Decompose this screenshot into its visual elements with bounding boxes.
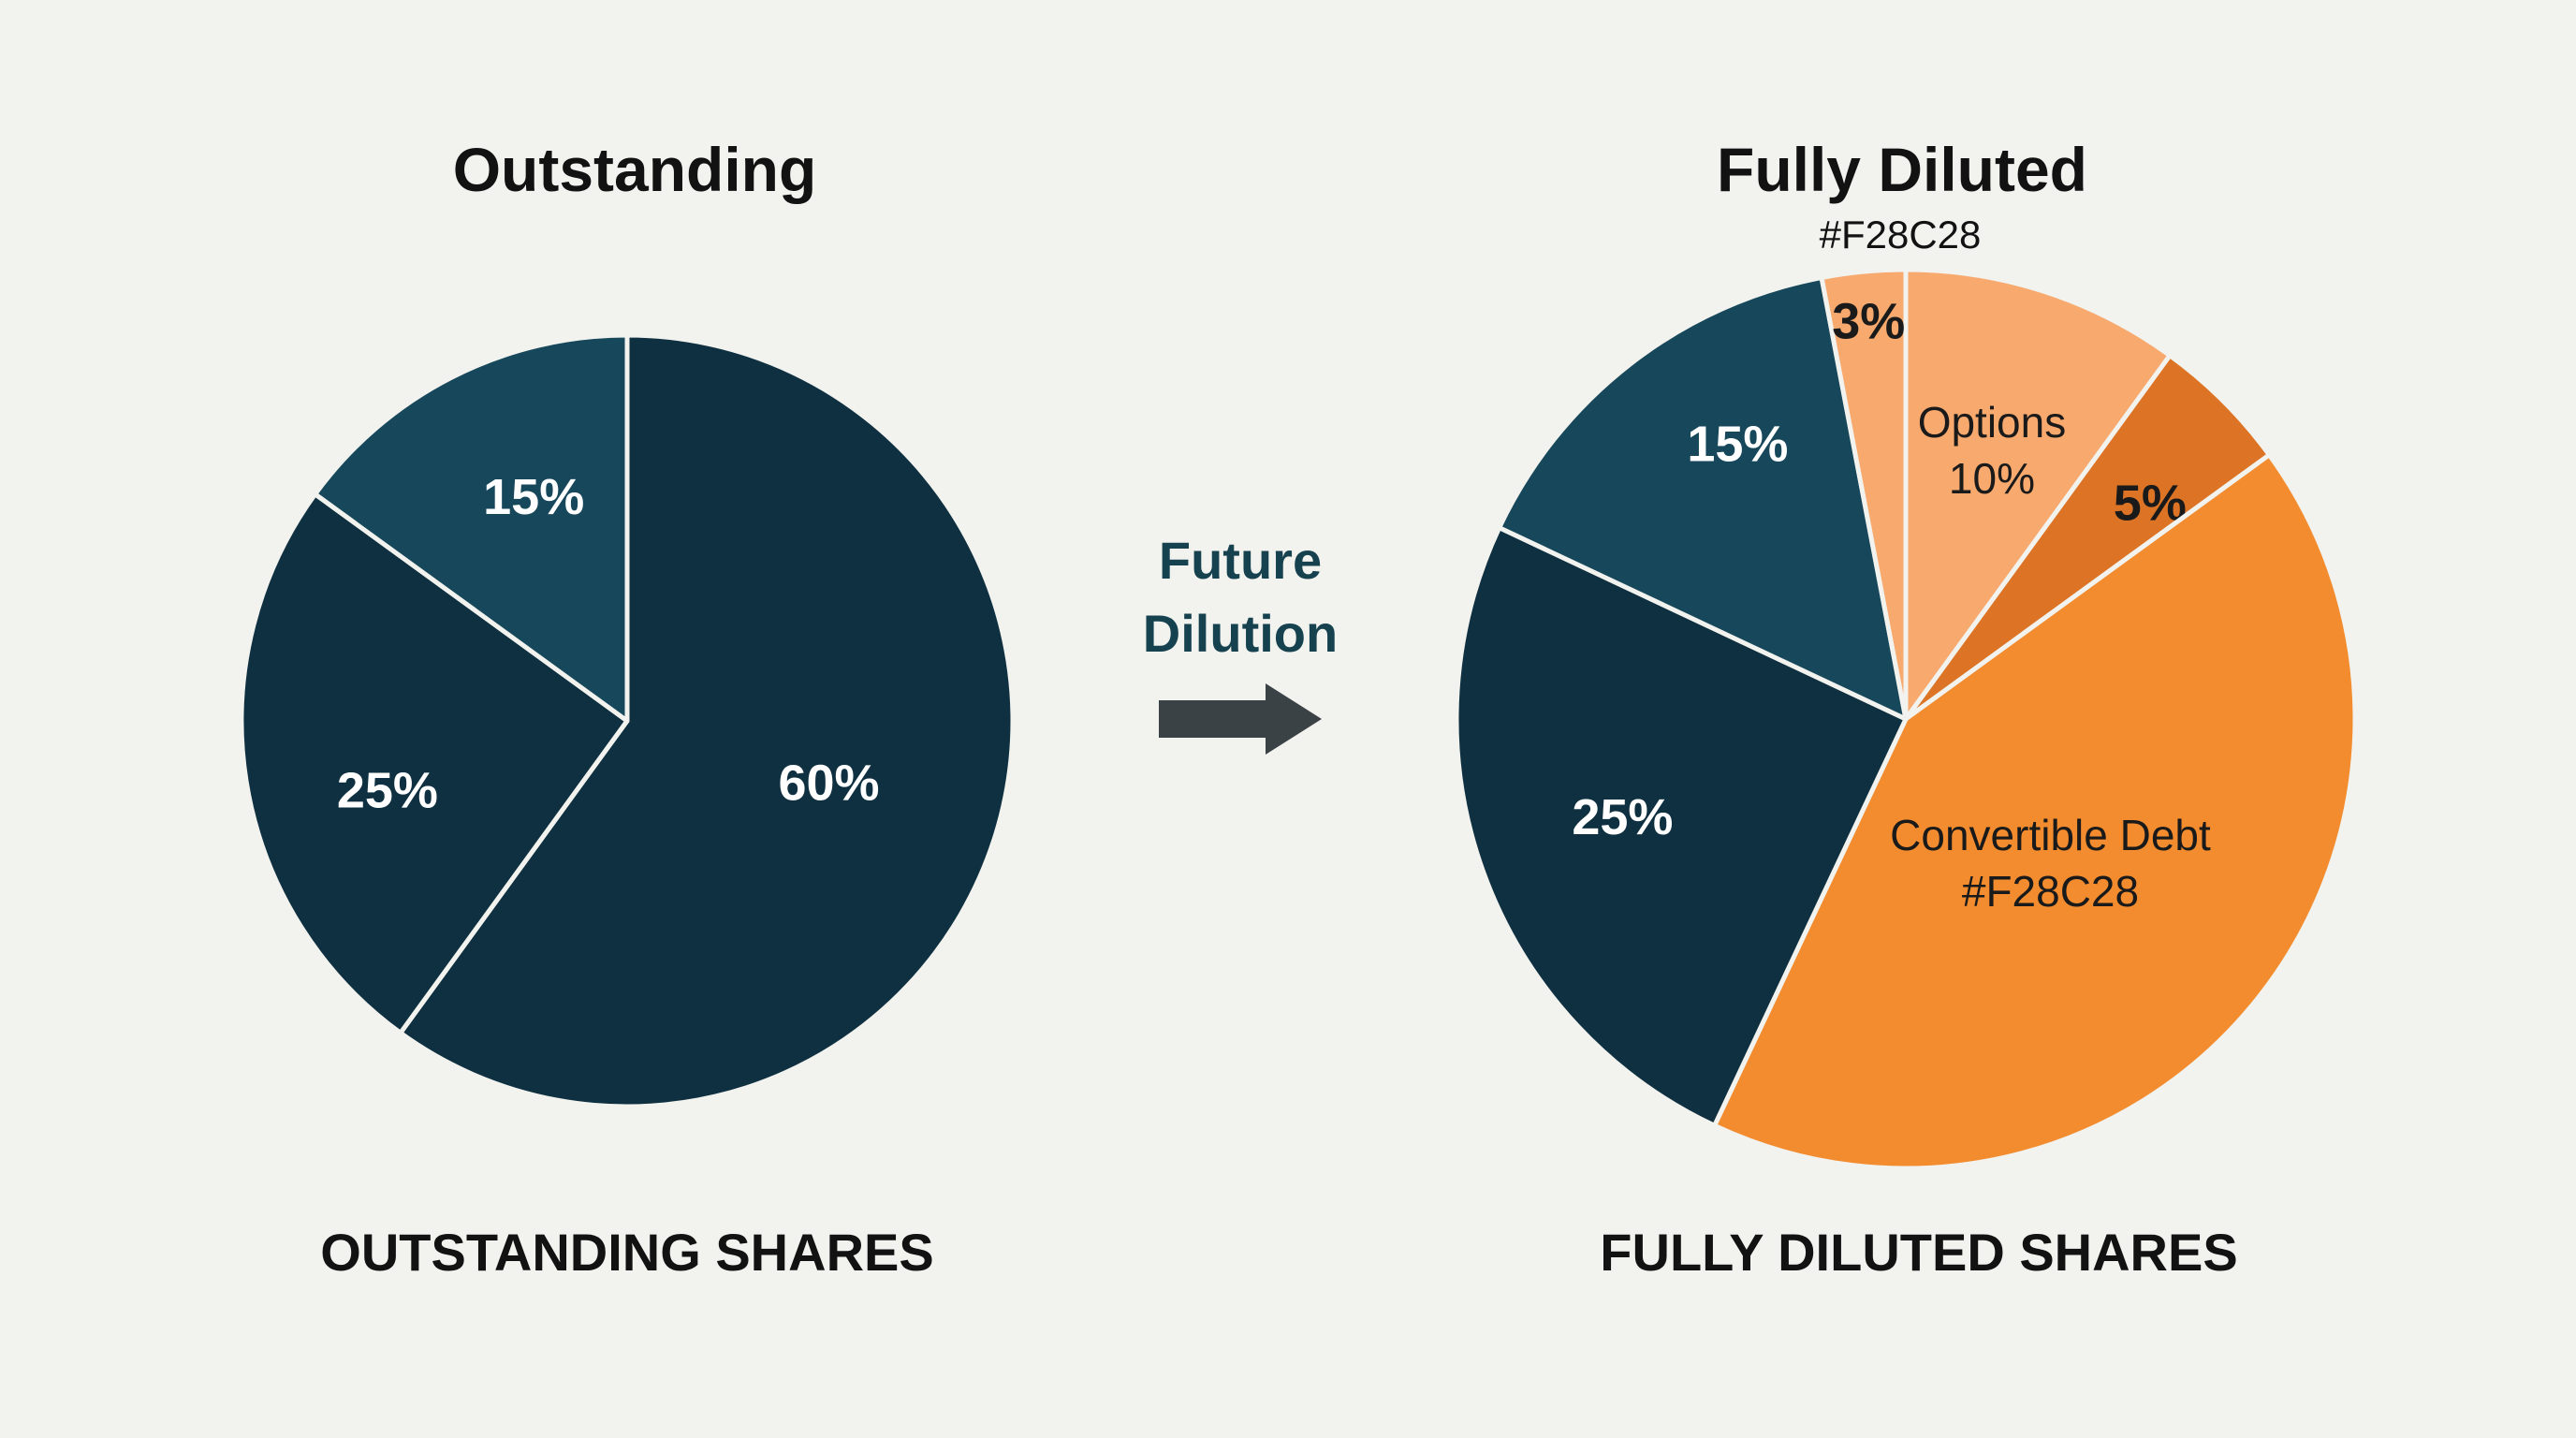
slice-name-label: Options	[1918, 398, 2067, 447]
slice-value-label: 60%	[778, 755, 879, 811]
pie-slice	[1903, 267, 2173, 722]
right-chart-subtitle: #F28C28	[1819, 213, 1982, 257]
slice-value-label: 25%	[1572, 789, 1673, 845]
left-chart-footer: OUTSTANDING SHARES	[320, 1223, 934, 1282]
pie-slice	[1454, 525, 1909, 1128]
slice-value-label: 3%	[1832, 294, 1905, 350]
slice-value-label: 15%	[483, 469, 584, 525]
outstanding-pie-chart: 60% 25% 15%	[239, 332, 1016, 1109]
slice-value-label: 15%	[1687, 417, 1788, 473]
slice-value-label: #F28C28	[1962, 867, 2139, 916]
pie-slice	[313, 332, 630, 724]
left-chart-title: Outstanding	[452, 135, 817, 204]
right-chart-title: Fully Diluted	[1717, 135, 2087, 204]
pie-slice	[1903, 353, 2272, 722]
pie-slice	[398, 332, 1016, 1109]
slice-value-label: 10%	[1949, 454, 2035, 503]
future-dilution-line2: Dilution	[1142, 604, 1339, 663]
right-arrow-icon	[1159, 683, 1322, 755]
slice-value-label: 25%	[337, 763, 438, 819]
pie-slice	[1819, 267, 1909, 722]
slice-name-label: Convertible Debt	[1890, 811, 2211, 859]
future-dilution-line1: Future	[1158, 531, 1323, 590]
pie-slice	[1497, 275, 1909, 722]
right-chart-footer: FULLY DILUTED SHARES	[1600, 1223, 2238, 1282]
pie-slice	[1712, 452, 2358, 1171]
future-dilution-label: Future Dilution	[1095, 524, 1385, 670]
pie-slice	[239, 492, 630, 1035]
